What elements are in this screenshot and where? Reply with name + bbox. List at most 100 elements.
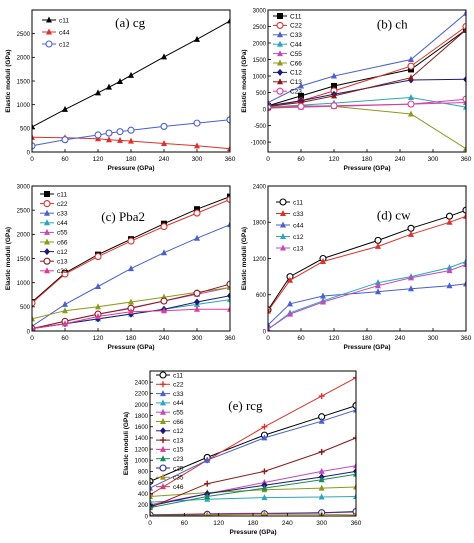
legend-label-c12: c12	[293, 234, 304, 241]
data-point-C23	[297, 102, 305, 110]
data-point-c13	[204, 480, 211, 487]
x-tick-label: 240	[159, 335, 170, 342]
data-point-c66	[318, 484, 325, 491]
data-point-c23	[261, 484, 268, 491]
series-group	[268, 206, 466, 331]
legend: C11 C22 C33 C44 C55 C66 C12 C13 C23	[273, 13, 302, 96]
y-tick-label: 500	[20, 127, 31, 133]
legend-marker-c22	[160, 381, 166, 388]
panel-title: (c) Pba2	[101, 209, 145, 224]
chart-panel-4: 0 60 120 180 240 300 360 0 600 1200 1800 2400 Pressu…	[241, 184, 472, 351]
data-point-c33	[194, 234, 200, 241]
series-line-c44	[268, 283, 466, 326]
data-point-c11	[128, 71, 134, 78]
x-tick-label: 360	[351, 520, 362, 527]
legend-label-c66: c66	[57, 239, 68, 246]
legend-label-C11: C11	[290, 13, 302, 20]
legend-label-c11: c11	[293, 199, 303, 206]
legend-label-C12: C12	[290, 70, 302, 77]
legend-marker-C22	[276, 21, 284, 29]
y-tick-label: 2000	[135, 403, 149, 409]
legend-marker-c23	[160, 455, 166, 462]
data-point-c11	[95, 89, 101, 96]
data-point-c11	[227, 17, 230, 24]
y-tick-label: 1200	[135, 447, 149, 453]
data-point-c13	[318, 448, 325, 455]
data-point-c33	[95, 283, 101, 290]
y-tick-label: 1500	[17, 79, 31, 85]
legend-marker-C23	[276, 87, 284, 95]
data-point-c55	[318, 467, 325, 474]
legend-marker-c33	[280, 210, 286, 216]
legend-marker-c11	[46, 16, 52, 23]
legend-marker-c13	[43, 257, 51, 265]
data-point-c13	[446, 267, 453, 274]
data-point-c11	[462, 206, 466, 214]
data-point-c44	[32, 133, 35, 140]
data-point-c12	[193, 119, 201, 127]
legend-label-c22: c22	[173, 382, 184, 389]
x-tick-label: 180	[126, 335, 137, 342]
legend: c11 c22 c33 c44 c55 c66 c12 c13 c23	[40, 191, 68, 275]
x-tick-label: 300	[428, 156, 439, 163]
data-point-c12	[94, 131, 102, 139]
legend-marker-c44	[280, 221, 286, 228]
legend-label-c33: c33	[293, 211, 304, 218]
legend-label-c23: c23	[57, 268, 68, 275]
data-point-C66	[463, 145, 466, 152]
data-point-c22	[318, 393, 325, 400]
data-point-C44	[463, 103, 466, 110]
data-point-c13	[287, 310, 293, 317]
x-tick-label: 360	[461, 335, 472, 342]
data-point-c22	[150, 491, 153, 498]
legend-label-c13: c13	[173, 437, 184, 444]
y-tick-label: 800	[138, 470, 149, 476]
legend-label-c44: c44	[173, 400, 184, 407]
data-point-c44	[194, 142, 200, 149]
legend-marker-c55	[160, 408, 166, 415]
x-tick-label: 300	[192, 156, 203, 163]
data-point-c12	[32, 142, 36, 150]
x-tick-label: 300	[428, 335, 439, 342]
series-line-c13	[268, 264, 466, 330]
x-tick-label: 180	[362, 335, 373, 342]
legend-label-C23: C23	[290, 89, 302, 96]
y-tick-label: 500	[20, 305, 31, 311]
data-point-c11	[445, 212, 454, 220]
x-tick-label: 120	[213, 520, 224, 527]
x-axis-label: Pressure (GPa)	[230, 529, 277, 536]
data-point-c13	[261, 468, 268, 475]
y-axis-label: Elastic moduli (GPa)	[241, 49, 248, 112]
legend-label-c55: c55	[173, 410, 184, 417]
data-point-c44	[375, 288, 381, 295]
legend: c11 c44 c12	[42, 16, 70, 48]
data-point-C33	[463, 10, 466, 16]
series-line-c12	[268, 261, 466, 330]
x-axis-label: Pressure (GPa)	[344, 165, 391, 172]
series-group	[32, 193, 230, 331]
y-axis-label: Elastic moduli (GPa)	[5, 227, 12, 290]
legend-marker-c15	[160, 445, 166, 452]
y-tick-label: 500	[256, 91, 267, 97]
data-point-c66	[95, 303, 101, 310]
x-tick-label: 240	[395, 156, 406, 163]
data-point-c13	[226, 280, 230, 288]
y-tick-label: 2000	[253, 41, 267, 47]
data-point-c33	[227, 221, 230, 228]
data-point-C33	[298, 82, 304, 89]
data-point-c23	[318, 476, 325, 483]
legend-label-c44: c44	[293, 222, 304, 229]
data-point-c33	[150, 484, 153, 491]
data-point-c33	[320, 258, 326, 265]
data-point-c23	[95, 313, 101, 319]
legend-marker-c25	[159, 464, 167, 472]
chart-panel-1: 0 60 120 180 240 300 360 0 500 1000 1500 2000 2500 Pr…	[5, 9, 236, 172]
x-tick-label: 0	[266, 335, 270, 342]
data-point-c13	[268, 325, 271, 331]
data-point-c44	[408, 285, 414, 292]
y-tick-label: 1500	[253, 58, 267, 64]
data-point-c11	[194, 206, 200, 213]
x-tick-label: 240	[395, 335, 406, 342]
data-point-c12	[194, 298, 200, 306]
data-point-C66	[408, 110, 414, 117]
